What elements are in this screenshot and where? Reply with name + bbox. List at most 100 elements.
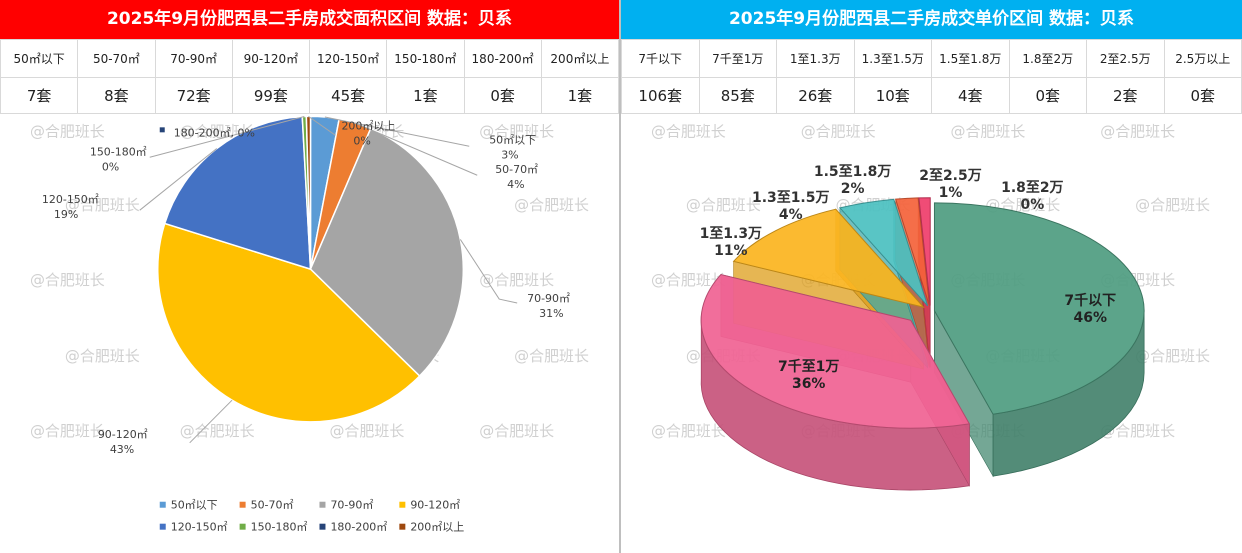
legend-swatch — [239, 523, 246, 530]
legend-label: 70-90㎡ — [330, 499, 373, 512]
area-value-cell: 0套 — [463, 77, 542, 114]
slice-percent-label: 43% — [110, 443, 134, 456]
legend-label: 50㎡以下 — [171, 499, 218, 512]
pie-slice-top — [700, 274, 971, 429]
area-header-cell: 150-180㎡ — [386, 39, 465, 78]
area-header-cell: 50-70㎡ — [77, 39, 156, 78]
slice-category-label: 90-120㎡ — [98, 428, 148, 441]
slice-category-label: 1.5至1.8万 — [814, 164, 891, 180]
legend-swatch — [319, 501, 326, 508]
watermark-text: @合肥班长 — [65, 347, 140, 365]
slice-percent-label: 19% — [54, 208, 78, 221]
watermark-text: @合肥班长 — [65, 196, 140, 214]
watermark-text: @合肥班长 — [651, 271, 726, 289]
price-header-cell: 1.8至2万 — [1008, 39, 1087, 78]
pie-slice-top — [894, 197, 930, 306]
slice-category-label: 2至2.5万 — [919, 168, 981, 184]
watermark-text: @合肥班长 — [1135, 196, 1210, 214]
area-panel-title: 2025年9月份肥西县二手房成交面积区间 数据：贝系 — [0, 0, 619, 39]
slice-category-label: 200㎡以上 — [341, 119, 395, 132]
slice-percent-label: 3% — [501, 148, 518, 161]
slice-category-label: 150-180㎡ — [90, 145, 147, 158]
area-pie-chart: @合肥班长 @合肥班长 @合肥班长 @合肥班长 @合肥班长 @合肥班长 @合肥班长 @合肥班长… — [30, 115, 589, 534]
leader-line — [149, 115, 305, 158]
label-key-square — [159, 127, 165, 133]
price-header-row: 7千以下 7千至1万 1至1.3万 1.3至1.5万 1.5至1.8万 1.8至… — [621, 39, 1242, 78]
pie-slice-top — [918, 197, 931, 306]
watermark-text: @合肥班长 — [1100, 422, 1175, 440]
pie-slice — [157, 222, 421, 423]
watermark-text: @合肥班长 — [651, 422, 726, 440]
price-value-cell: 4套 — [931, 77, 1010, 114]
area-value-cell: 72套 — [154, 77, 233, 114]
slice-percent-label: 2% — [841, 181, 865, 197]
legend-label: 200㎡以上 — [410, 521, 464, 534]
watermark-text: @合肥班长 — [514, 196, 589, 214]
price-value-row: 106套 85套 26套 10套 4套 0套 2套 0套 — [621, 77, 1242, 114]
watermark-text: @合肥班长 — [950, 122, 1025, 140]
price-value-cell: 10套 — [853, 77, 932, 114]
pie-slice-top — [838, 198, 929, 307]
leader-line — [459, 239, 518, 304]
slice-category-label: 120-150㎡ — [42, 193, 99, 206]
slice-percent-label: 0% — [102, 160, 119, 173]
price-header-cell: 1.3至1.5万 — [853, 39, 932, 78]
slice-category-label: 1.8至2万 — [1001, 180, 1063, 196]
area-header-cell: 120-150㎡ — [308, 39, 388, 78]
legend-swatch — [159, 501, 166, 508]
legend-label: 150-180㎡ — [251, 521, 308, 534]
area-header-cell: 200㎡以上 — [540, 39, 620, 78]
price-header-cell: 2至2.5万 — [1086, 39, 1165, 78]
price-header-cell: 7千至1万 — [698, 39, 777, 78]
watermark-text: @合肥班长 — [514, 347, 589, 365]
pie-slice-top — [732, 208, 925, 309]
price-value-cell: 0套 — [1163, 77, 1242, 114]
price-panel-title: 2025年9月份肥西县二手房成交单价区间 数据：贝系 — [621, 0, 1242, 39]
area-header-cell: 70-90㎡ — [154, 39, 233, 78]
price-chart-container: @合肥班长 @合肥班长 @合肥班长 @合肥班长 @合肥班长 @合肥班长 @合肥班长 @合肥班长… — [621, 113, 1242, 553]
legend-label: 180-200㎡ — [330, 521, 387, 534]
legend-label: 50-70㎡ — [251, 499, 294, 512]
slice-category-label: 70-90㎡ — [527, 292, 570, 305]
slice-category-label: 50㎡以下 — [489, 133, 536, 146]
slice-category-label: 7千以下 — [1064, 292, 1116, 309]
area-header-cell: 50㎡以下 — [0, 39, 79, 78]
price-header-cell: 1.5至1.8万 — [931, 39, 1010, 78]
watermark-text: @合肥班长 — [30, 122, 105, 140]
area-panel: 2025年9月份肥西县二手房成交面积区间 数据：贝系 50㎡以下 50-70㎡ … — [0, 0, 620, 553]
leader-line — [308, 115, 336, 136]
price-value-cell: 2套 — [1086, 77, 1165, 114]
price-pie-chart: @合肥班长 @合肥班长 @合肥班长 @合肥班长 @合肥班长 @合肥班长 @合肥班长 @合肥班长… — [651, 122, 1210, 491]
area-chart-container: @合肥班长 @合肥班长 @合肥班长 @合肥班长 @合肥班长 @合肥班长 @合肥班长 @合肥班长… — [0, 113, 619, 553]
slice-data-label: 180-200㎡, 0% — [174, 126, 255, 139]
slice-category-label: 50-70㎡ — [495, 163, 538, 176]
area-value-cell: 1套 — [386, 77, 465, 114]
price-value-cell: 0套 — [1008, 77, 1087, 114]
slice-percent-label: 11% — [714, 243, 747, 259]
area-value-row: 7套 8套 72套 99套 45套 1套 0套 1套 — [0, 77, 620, 114]
slice-category-label: 1.3至1.5万 — [752, 190, 829, 206]
watermark-text: @合肥班长 — [30, 422, 105, 440]
slice-percent-label: 31% — [539, 307, 563, 320]
area-header-row: 50㎡以下 50-70㎡ 70-90㎡ 90-120㎡ 120-150㎡ 150… — [0, 39, 620, 78]
area-value-cell: 45套 — [308, 77, 388, 114]
price-stats-table: 7千以下 7千至1万 1至1.3万 1.3至1.5万 1.5至1.8万 1.8至… — [621, 39, 1242, 114]
leader-line — [324, 116, 470, 147]
price-value-cell: 85套 — [698, 77, 777, 114]
legend-label: 120-150㎡ — [171, 521, 228, 534]
area-header-cell: 90-120㎡ — [231, 39, 311, 78]
watermark-text: @合肥班长 — [30, 271, 105, 289]
slice-percent-label: 1% — [939, 185, 963, 201]
area-value-cell: 1套 — [540, 77, 620, 114]
legend-swatch — [159, 523, 166, 530]
legend-swatch — [239, 501, 246, 508]
watermark-text: @合肥班长 — [329, 422, 404, 440]
slice-category-label: 1至1.3万 — [700, 226, 762, 242]
leader-line — [189, 399, 233, 444]
area-header-cell: 180-200㎡ — [463, 39, 542, 78]
leader-line — [354, 122, 478, 176]
price-value-cell: 26套 — [776, 77, 855, 114]
legend-swatch — [319, 523, 326, 530]
leader-line — [139, 148, 218, 211]
price-value-cell: 106套 — [621, 77, 700, 114]
